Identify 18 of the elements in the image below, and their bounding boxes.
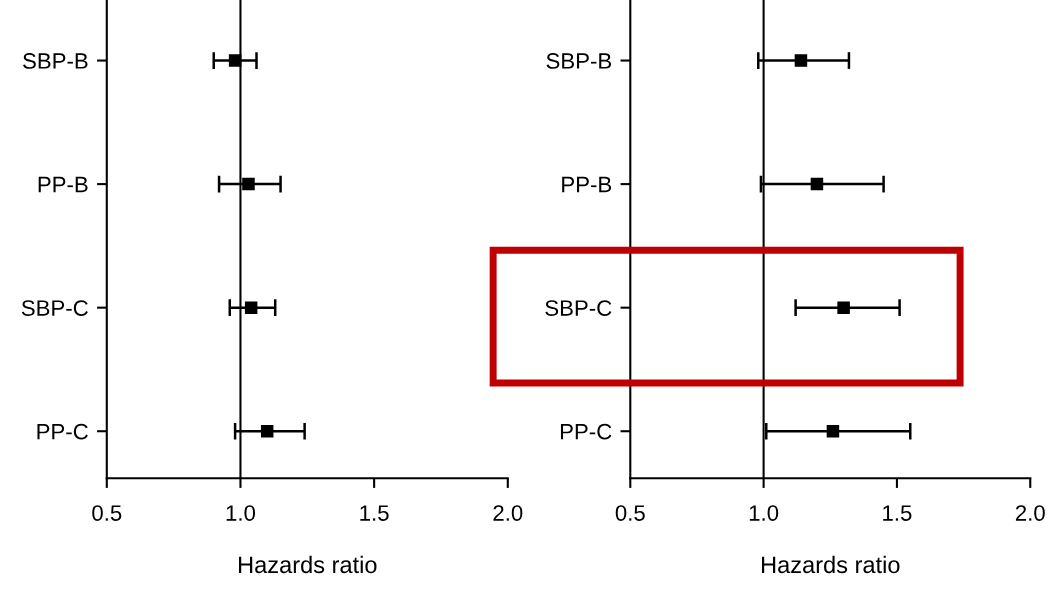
x-tick-label: 2.0 — [493, 505, 523, 521]
y-tick-label: SBP-B — [23, 53, 88, 69]
x-axis-title: Hazards ratio — [239, 555, 377, 574]
x-tick-label: 1.5 — [360, 505, 389, 521]
y-tick-label: PP-C — [560, 423, 612, 440]
y-tick-label: PP-B — [38, 176, 88, 193]
y-tick-label: SBP-B — [546, 53, 612, 69]
x-tick-label: 0.5 — [615, 505, 645, 521]
x-tick-label: 2.0 — [1015, 505, 1045, 521]
x-axis-title: Hazards ratio — [762, 555, 900, 574]
y-tick-label: SBP-C — [21, 300, 88, 316]
y-tick-label: PP-B — [562, 176, 612, 193]
x-tick-label: 1.0 — [226, 505, 256, 521]
x-tick-label: 1.0 — [749, 505, 779, 521]
y-tick-label: SBP-C — [545, 300, 612, 316]
x-tick-label: 1.5 — [883, 505, 912, 521]
y-tick-label: PP-C — [37, 423, 88, 440]
x-tick-label: 0.5 — [92, 505, 122, 521]
